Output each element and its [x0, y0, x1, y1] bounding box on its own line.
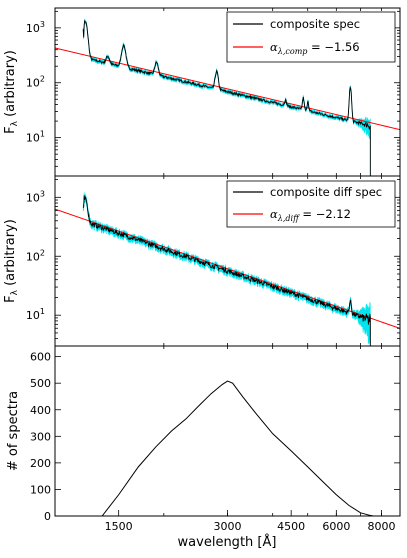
legend-box: [226, 180, 396, 228]
x-tick-label: 8000: [368, 520, 396, 533]
spectrum-path: [82, 195, 371, 346]
panel-composite-spectrum: 101 102 103 Fλ (arbitrary) composite spec …: [3, 7, 401, 177]
legend-box: [226, 11, 396, 63]
y-tick-label: 500: [30, 377, 51, 390]
y-tick-label: 0: [44, 510, 51, 523]
legend-label-spectrum: composite diff spec: [270, 185, 382, 199]
error-band: [82, 192, 371, 346]
count-path: [101, 380, 400, 516]
x-tick-label: 6000: [322, 520, 350, 533]
spectrum-path: [82, 20, 371, 176]
x-tick-label: 1500: [105, 520, 133, 533]
y-tick-label: 100: [30, 483, 51, 496]
y-tick-label: 200: [30, 457, 51, 470]
legend: composite spec αλ,comp = −1.56: [226, 11, 396, 63]
y-tick-label: 103: [26, 189, 45, 204]
y-tick-label: 102: [26, 248, 45, 263]
axis-ticks: 1500 3000 4500 6000 8000 0 100 200 300 400 500 600: [30, 346, 401, 533]
power-law-fit-line: [55, 208, 400, 329]
number-of-spectra-line: [101, 380, 400, 516]
legend-label-fit: αλ,comp = −1.56: [270, 40, 360, 56]
panel-composite-diff-spectrum: 101 102 103 Fλ (arbitrary) composite diff …: [3, 175, 401, 347]
legend: composite diff spec αλ,diff = −2.12: [226, 180, 396, 228]
y-tick-label: 102: [26, 75, 45, 90]
legend-label-spectrum: composite spec: [270, 17, 360, 31]
y-axis-label: # of spectra: [6, 391, 21, 471]
panel-number-of-spectra: 1500 3000 4500 6000 80000100200300400500600 …: [6, 345, 401, 550]
y-tick-label: 600: [30, 351, 51, 364]
y-axis-label: Fλ (arbitrary): [3, 219, 20, 303]
y-tick-label: 400: [30, 404, 51, 417]
axes-frame: [54, 345, 401, 517]
y-tick-label: 300: [30, 430, 51, 443]
x-tick-label: 4500: [277, 520, 305, 533]
fit-line: [55, 208, 400, 329]
y-tick-label: 103: [26, 20, 45, 35]
x-tick-label: 3000: [214, 520, 242, 533]
fit-line: [55, 47, 400, 131]
composite-diff-spectrum-line: [82, 195, 371, 346]
y-axis-label: Fλ (arbitrary): [3, 50, 20, 134]
x-axis-label: wavelength [Å]: [178, 534, 277, 550]
y-tick-label: 101: [26, 130, 45, 145]
error-band-area: [82, 192, 371, 346]
legend-label-fit: αλ,diff = −2.12: [270, 207, 351, 223]
power-law-fit-line: [55, 47, 400, 131]
composite-spectrum-line: [82, 20, 371, 176]
y-tick-label: 101: [26, 307, 45, 322]
